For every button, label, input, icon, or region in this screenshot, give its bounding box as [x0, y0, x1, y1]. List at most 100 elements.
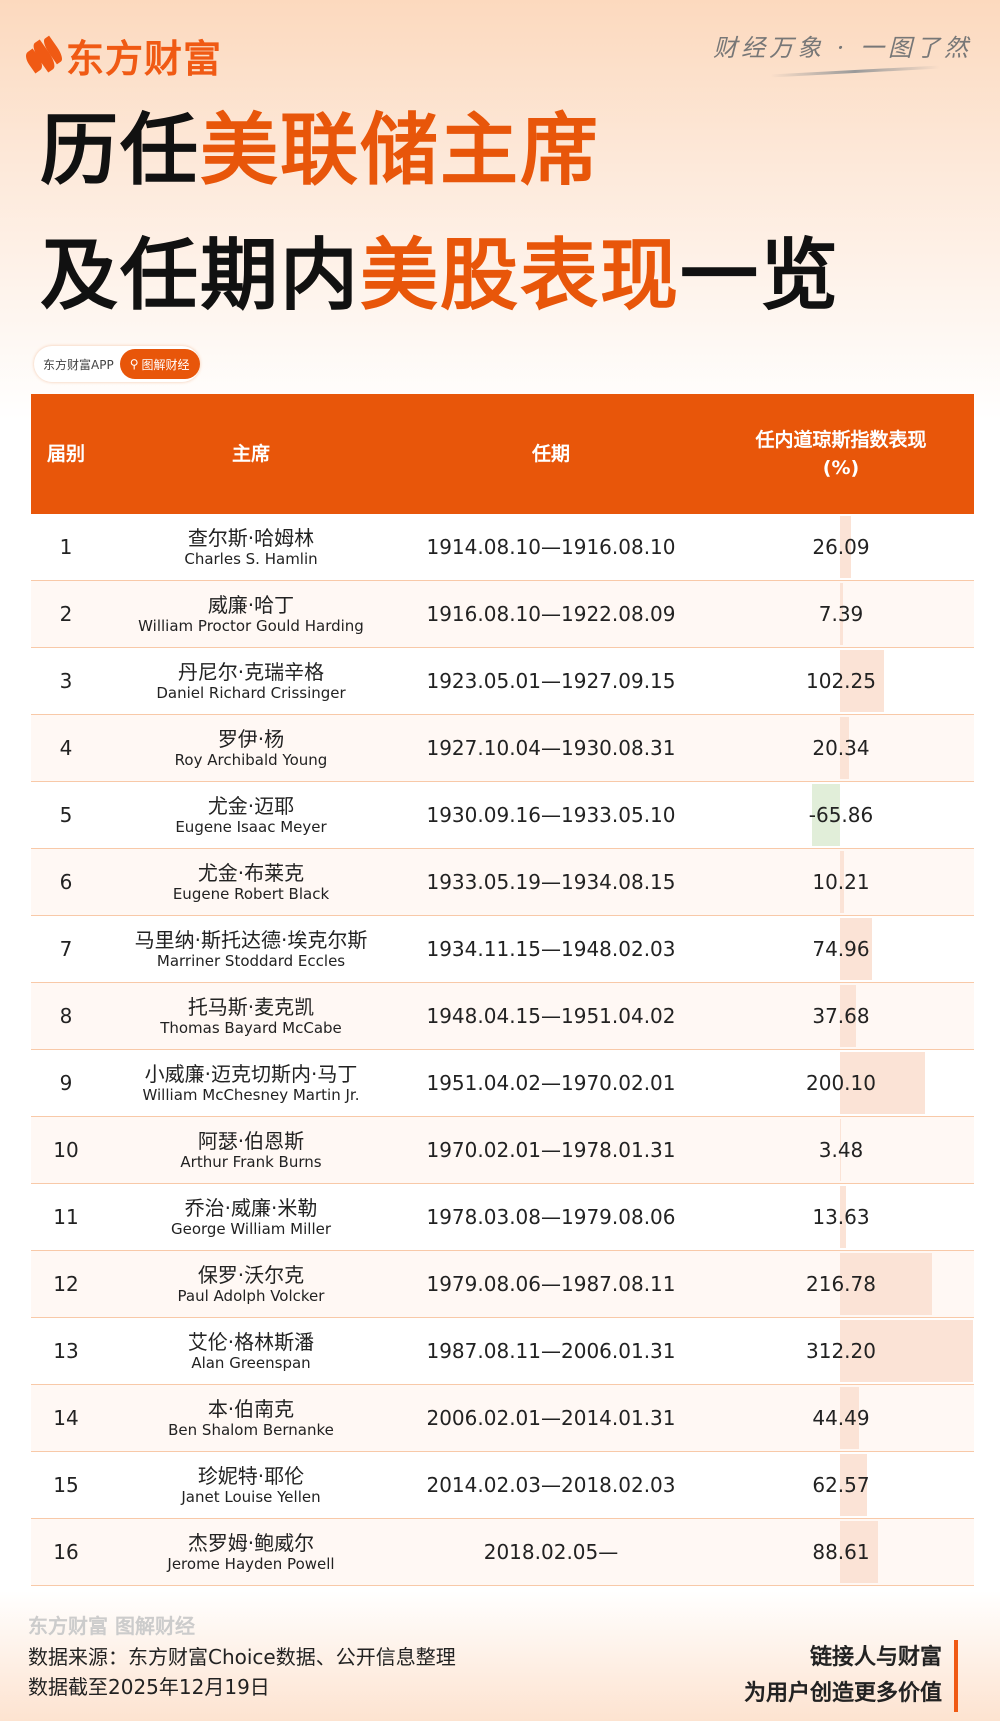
table-header: 届别 主席 任期 任内道琼斯指数表现 (%): [31, 394, 974, 514]
table-row: 13 艾伦·格林斯潘 Alan Greenspan 1987.08.11—2006…: [31, 1318, 974, 1385]
performance-value: 13.63: [812, 1205, 870, 1229]
performance-value: 102.25: [806, 669, 876, 693]
row-number: 11: [53, 1205, 79, 1229]
tujie-caijing-button[interactable]: ⚲ 图解财经: [119, 349, 200, 379]
term-period: 1970.02.01—1978.01.31: [426, 1138, 676, 1162]
chair-name: 乔治·威廉·米勒 George William Miller: [170, 1196, 332, 1238]
chair-name: 小威廉·迈克切斯内·马丁 William McChesney Martin Jr.: [142, 1062, 360, 1104]
performance-value: 7.39: [818, 602, 864, 626]
page-title-line1: 历任美联储主席: [40, 106, 601, 196]
row-number: 7: [59, 937, 73, 961]
term-period: 1927.10.04—1930.08.31: [426, 736, 676, 760]
performance-bar: [840, 1186, 846, 1248]
chair-name: 威廉·哈丁 William Proctor Gould Harding: [138, 593, 364, 635]
table-body: 1 查尔斯·哈姆林 Charles S. Hamlin 1914.08.10—19…: [31, 514, 974, 1586]
table-row: 7 马里纳·斯托达德·埃克尔斯 Marriner Stoddard Eccles …: [31, 916, 974, 983]
term-period: 1979.08.06—1987.08.11: [426, 1272, 676, 1296]
chair-name: 阿瑟·伯恩斯 Arthur Frank Burns: [180, 1129, 322, 1171]
performance-value: 26.09: [812, 535, 870, 559]
term-period: 1923.05.01—1927.09.15: [426, 669, 676, 693]
performance-bar: [840, 650, 884, 712]
performance-bar: [840, 851, 845, 913]
watermark: 东方财富 图解财经: [28, 1614, 195, 1638]
table-row: 9 小威廉·迈克切斯内·马丁 William McChesney Martin J…: [31, 1050, 974, 1117]
row-number: 2: [59, 602, 73, 626]
table-row: 14 本·伯南克 Ben Shalom Bernanke 2006.02.01—2…: [31, 1385, 974, 1452]
row-number: 10: [53, 1138, 79, 1162]
table-row: 10 阿瑟·伯恩斯 Arthur Frank Burns 1970.02.01—1…: [31, 1117, 974, 1184]
term-period: 2014.02.03—2018.02.03: [426, 1473, 676, 1497]
chair-name: 托马斯·麦克凯 Thomas Bayard McCabe: [160, 995, 342, 1037]
term-period: 2006.02.01—2014.01.31: [426, 1406, 676, 1430]
term-period: 1934.11.15—1948.02.03: [426, 937, 676, 961]
table-row: 5 尤金·迈耶 Eugene Isaac Meyer 1930.09.16—193…: [31, 782, 974, 849]
chair-name: 杰罗姆·鲍威尔 Jerome Hayden Powell: [167, 1531, 335, 1573]
row-number: 14: [53, 1406, 79, 1430]
performance-bar: [840, 1521, 878, 1583]
header-chair: 主席: [231, 442, 270, 465]
brand-name: 东方财富: [66, 37, 223, 81]
brand-logo: 东方财富: [22, 28, 223, 83]
header-performance: 任内道琼斯指数表现 (%): [755, 428, 927, 480]
term-period: 1948.04.15—1951.04.02: [426, 1004, 676, 1028]
performance-value: 216.78: [806, 1272, 876, 1296]
performance-value: 200.10: [806, 1071, 876, 1095]
row-number: 5: [59, 803, 73, 827]
row-number: 8: [59, 1004, 73, 1028]
footer-background: [0, 1591, 1000, 1721]
page-title-line2: 及任期内美股表现一览: [40, 231, 841, 321]
chair-name: 尤金·迈耶 Eugene Isaac Meyer: [175, 794, 327, 836]
row-number: 15: [53, 1473, 79, 1497]
table-row: 3 丹尼尔·克瑞辛格 Daniel Richard Crissinger 1923…: [31, 648, 974, 715]
chair-name: 马里纳·斯托达德·埃克尔斯 Marriner Stoddard Eccles: [134, 928, 368, 970]
chair-name: 丹尼尔·克瑞辛格 Daniel Richard Crissinger: [156, 660, 346, 702]
performance-value: -65.86: [808, 803, 874, 827]
chair-name: 查尔斯·哈姆林 Charles S. Hamlin: [184, 526, 318, 568]
table-row: 2 威廉·哈丁 William Proctor Gould Harding 191…: [31, 581, 974, 648]
performance-bar: [840, 1253, 933, 1315]
term-period: 1978.03.08—1979.08.06: [426, 1205, 676, 1229]
row-number: 13: [53, 1339, 79, 1363]
chair-name: 罗伊·杨 Roy Archibald Young: [174, 727, 328, 769]
row-number: 6: [59, 870, 73, 894]
performance-value: 74.96: [812, 937, 870, 961]
motto: 链接人与财富 为用户创造更多价值: [744, 1640, 958, 1712]
flame-logo-icon: [22, 35, 66, 76]
performance-value: 44.49: [812, 1406, 870, 1430]
table-row: 11 乔治·威廉·米勒 George William Miller 1978.03…: [31, 1184, 974, 1251]
row-number: 3: [59, 669, 73, 693]
term-period: 1914.08.10—1916.08.10: [426, 535, 676, 559]
app-label: 东方财富APP: [43, 357, 114, 372]
performance-value: 3.48: [818, 1138, 864, 1162]
performance-bar: [840, 717, 849, 779]
header-term: 任期: [531, 442, 570, 465]
performance-bar: [840, 1320, 973, 1382]
table-row: 12 保罗·沃尔克 Paul Adolph Volcker 1979.08.06—…: [31, 1251, 974, 1318]
row-number: 4: [59, 736, 73, 760]
chair-name: 珍妮特·耶伦 Janet Louise Yellen: [181, 1464, 321, 1506]
slogan: 财经万象 · 一图了然: [713, 34, 972, 62]
chair-name: 保罗·沃尔克 Paul Adolph Volcker: [177, 1263, 325, 1305]
header-no: 届别: [46, 442, 85, 465]
table-row: 1 查尔斯·哈姆林 Charles S. Hamlin 1914.08.10—19…: [31, 514, 974, 581]
search-icon: ⚲: [129, 357, 139, 371]
table-row: 8 托马斯·麦克凯 Thomas Bayard McCabe 1948.04.15…: [31, 983, 974, 1050]
performance-value: 62.57: [812, 1473, 870, 1497]
performance-value: 10.21: [812, 870, 870, 894]
term-period: 2018.02.05—: [483, 1540, 619, 1564]
term-period: 1916.08.10—1922.08.09: [426, 602, 676, 626]
performance-bar: [840, 1052, 926, 1114]
chair-name: 艾伦·格林斯潘 Alan Greenspan: [187, 1330, 315, 1372]
row-number: 16: [53, 1540, 79, 1564]
performance-value: 312.20: [806, 1339, 876, 1363]
performance-bar: [840, 1454, 867, 1516]
term-period: 1933.05.19—1934.08.15: [426, 870, 676, 894]
table-row: 4 罗伊·杨 Roy Archibald Young 1927.10.04—193…: [31, 715, 974, 782]
chair-name: 尤金·布莱克 Eugene Robert Black: [172, 861, 330, 903]
app-pill: 东方财富APP ⚲ 图解财经: [34, 346, 200, 382]
row-number: 12: [53, 1272, 79, 1296]
row-number: 9: [59, 1071, 73, 1095]
performance-bar: [840, 1119, 842, 1181]
performance-bar: [840, 516, 852, 578]
chair-name: 本·伯南克 Ben Shalom Bernanke: [168, 1397, 334, 1439]
